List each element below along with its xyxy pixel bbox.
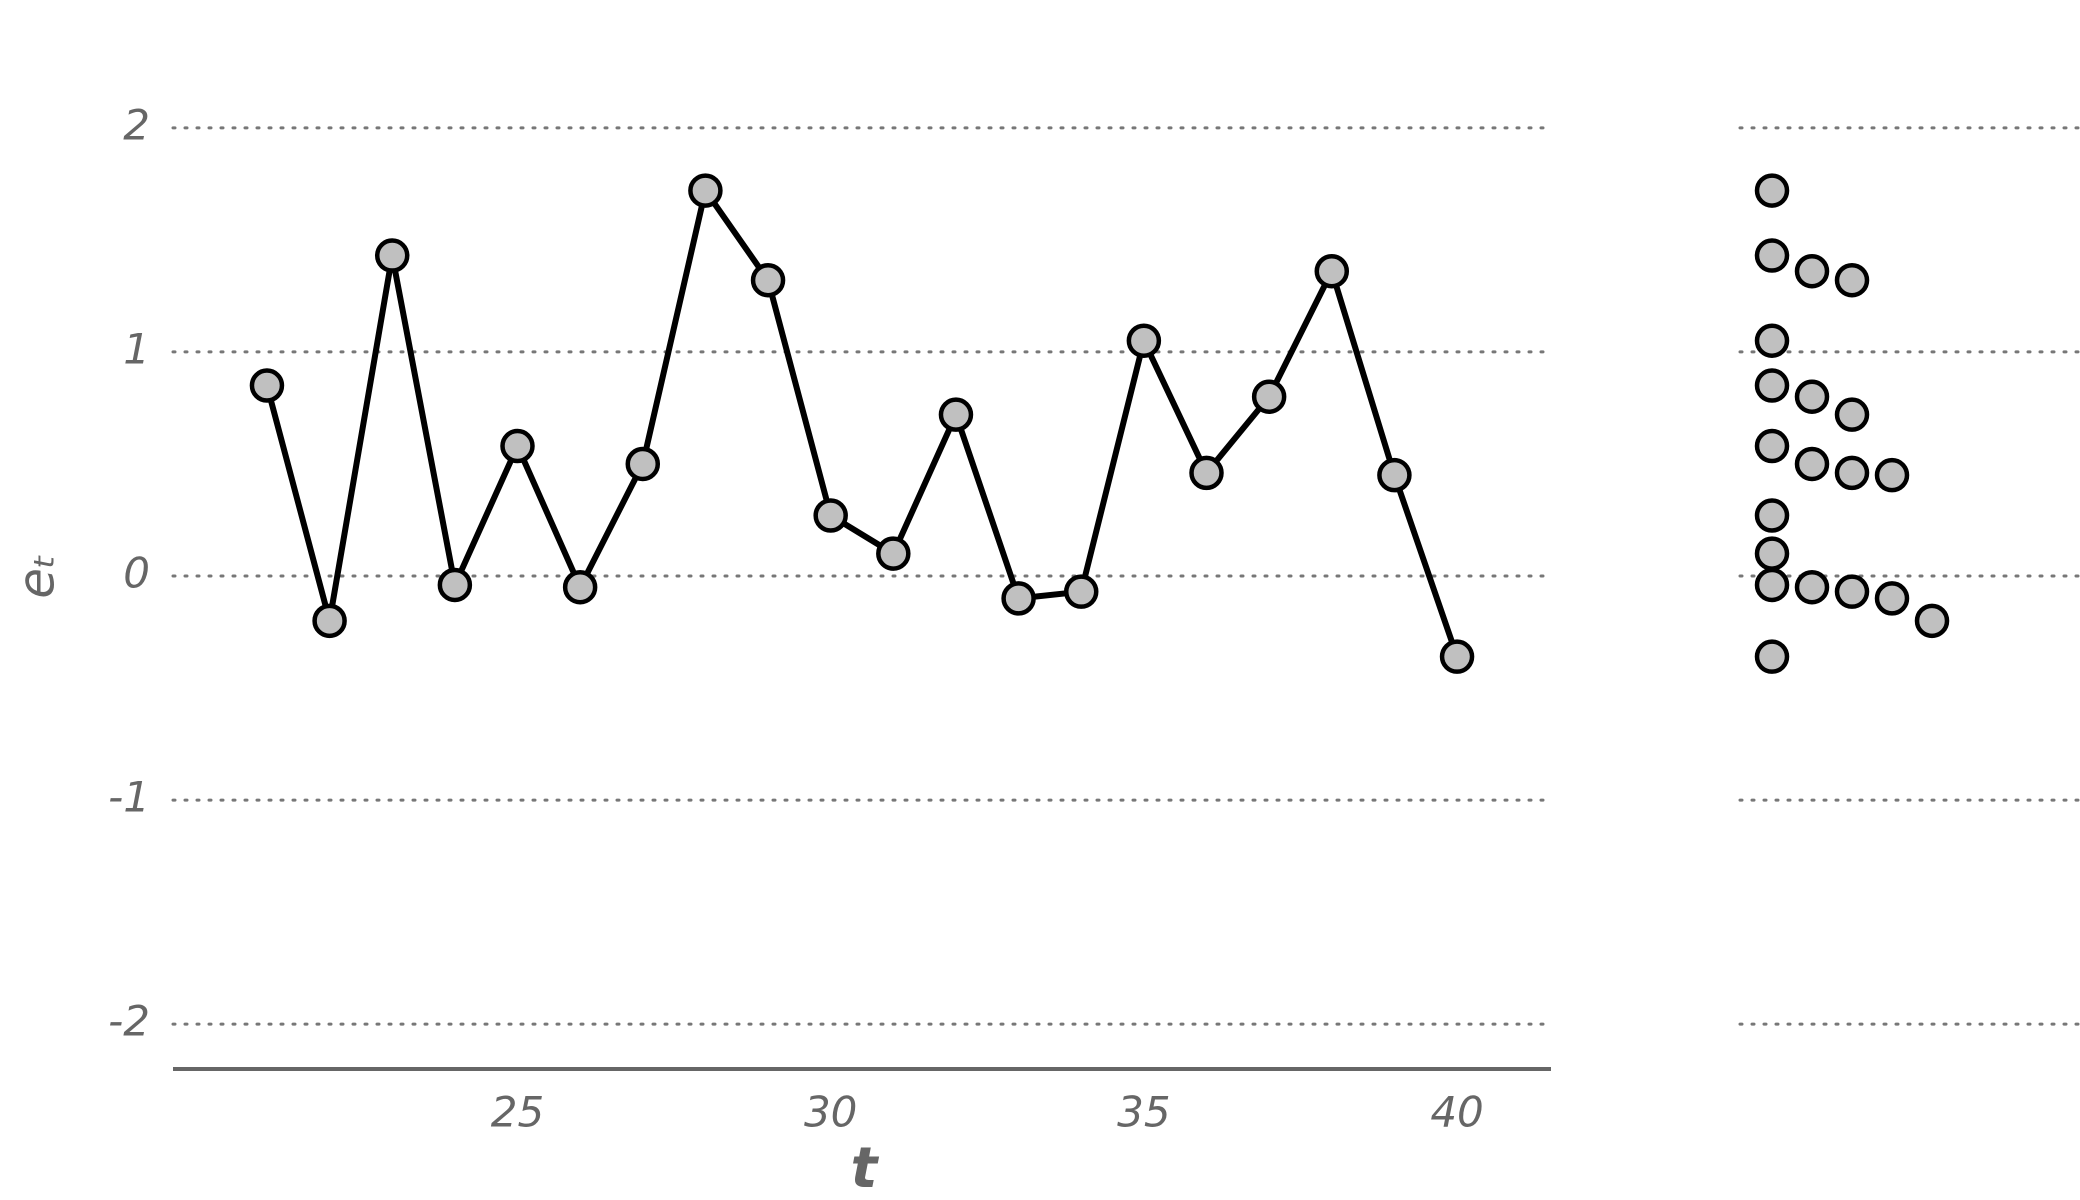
point bbox=[876, 536, 911, 571]
dot bbox=[1754, 428, 1790, 464]
dot bbox=[1874, 457, 1910, 493]
x-axis-label: t bbox=[851, 1136, 880, 1200]
dot bbox=[1754, 567, 1790, 603]
point bbox=[1314, 253, 1350, 289]
point bbox=[1189, 455, 1224, 491]
y-tick-label: -2 bbox=[108, 997, 150, 1046]
point bbox=[813, 498, 848, 533]
y-axis-label: eₜ bbox=[8, 553, 66, 599]
x-tick-label: 35 bbox=[1117, 1088, 1170, 1137]
dot bbox=[1794, 569, 1830, 605]
dot bbox=[1834, 262, 1870, 298]
point bbox=[312, 603, 347, 639]
point bbox=[1439, 639, 1475, 674]
dot bbox=[1754, 173, 1790, 208]
dot bbox=[1794, 446, 1830, 482]
point bbox=[374, 238, 410, 273]
dot bbox=[1834, 574, 1870, 609]
dot bbox=[1794, 379, 1830, 414]
dot bbox=[1754, 498, 1790, 533]
y-tick-label: 1 bbox=[123, 324, 150, 373]
dot bbox=[1834, 397, 1870, 432]
point bbox=[1001, 581, 1036, 616]
x-tick-label: 25 bbox=[491, 1088, 544, 1137]
point bbox=[562, 569, 598, 605]
point bbox=[1063, 574, 1099, 609]
y-tick-label: 0 bbox=[123, 549, 150, 598]
point bbox=[249, 368, 285, 403]
point bbox=[938, 397, 974, 432]
point bbox=[437, 567, 473, 603]
dot bbox=[1754, 323, 1790, 358]
point bbox=[500, 428, 535, 464]
point bbox=[1377, 457, 1412, 493]
point bbox=[750, 262, 786, 298]
y-tick-label: -1 bbox=[108, 773, 150, 822]
dot bbox=[1754, 238, 1790, 273]
y-tick-label: 2 bbox=[123, 100, 150, 149]
x-tick-label: 40 bbox=[1430, 1088, 1483, 1137]
dot bbox=[1754, 536, 1790, 571]
dot bbox=[1834, 455, 1870, 491]
x-tick-label: 30 bbox=[804, 1088, 857, 1137]
point bbox=[1126, 323, 1162, 358]
point bbox=[688, 173, 723, 208]
dot bbox=[1794, 253, 1830, 289]
dot bbox=[1914, 603, 1950, 639]
point bbox=[1251, 379, 1287, 414]
dot bbox=[1874, 581, 1910, 616]
dot bbox=[1754, 639, 1790, 674]
point bbox=[625, 446, 661, 482]
dot bbox=[1754, 368, 1790, 403]
